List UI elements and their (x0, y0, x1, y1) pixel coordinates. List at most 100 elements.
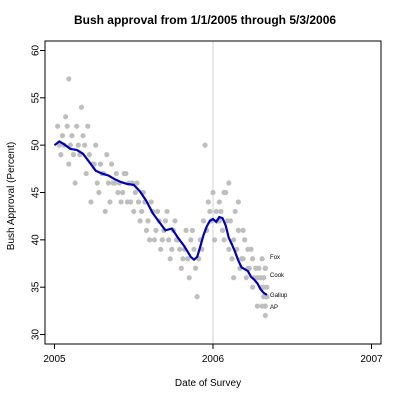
data-point (177, 246, 183, 252)
data-point (147, 237, 153, 243)
data-point (185, 256, 191, 262)
data-point (250, 256, 256, 262)
data-point (83, 170, 89, 177)
data-point (210, 189, 216, 196)
data-point (120, 189, 126, 196)
data-point (74, 123, 80, 129)
annotation-label: Gallup (270, 293, 288, 299)
data-point (259, 303, 265, 309)
data-point (118, 199, 124, 205)
data-point (67, 142, 73, 148)
data-point (66, 161, 72, 167)
data-point (240, 256, 246, 262)
data-point (191, 246, 197, 252)
data-point (261, 284, 267, 290)
data-point (227, 218, 234, 224)
y-tick-label: 45 (31, 187, 42, 199)
data-point (169, 246, 175, 252)
y-axis-label: Bush Approval (Percent) (6, 142, 17, 250)
data-point (148, 199, 154, 205)
data-point (127, 199, 134, 205)
data-point (104, 152, 110, 158)
data-point (262, 294, 268, 300)
chart-title: Bush approval from 1/1/2005 through 5/3/… (74, 13, 336, 27)
data-point (229, 256, 235, 262)
data-point (213, 208, 219, 215)
data-point (221, 237, 227, 243)
annotation-label: AP (270, 305, 278, 311)
data-point (72, 180, 78, 186)
data-point (256, 265, 262, 271)
data-point (231, 237, 237, 243)
data-point (96, 189, 102, 196)
data-point (108, 161, 115, 167)
data-point (162, 218, 169, 224)
data-point (180, 256, 186, 262)
data-point (97, 161, 104, 167)
data-point (192, 265, 199, 271)
data-point (123, 170, 129, 177)
data-point (254, 275, 260, 281)
data-point (207, 208, 213, 215)
data-point (66, 76, 72, 82)
data-point (107, 199, 113, 205)
data-point (219, 227, 226, 233)
data-point (80, 133, 86, 139)
y-tick-label: 50 (31, 139, 42, 151)
data-point (154, 208, 161, 215)
data-point (159, 237, 165, 243)
data-point (145, 218, 151, 224)
data-point (211, 237, 218, 243)
data-point (188, 237, 194, 243)
data-point (85, 123, 91, 129)
data-point (167, 256, 173, 262)
data-point (262, 265, 268, 271)
data-point (55, 123, 61, 129)
data-point (151, 237, 157, 243)
data-point (139, 208, 145, 215)
data-point (78, 104, 85, 110)
data-point (186, 275, 192, 281)
data-point (158, 246, 164, 252)
data-point (137, 218, 143, 224)
annotation-label: Fox (270, 255, 280, 261)
data-point (93, 142, 99, 148)
y-tick-label: 35 (31, 281, 42, 293)
data-point (261, 275, 267, 281)
data-point (115, 189, 121, 196)
data-point (240, 227, 246, 233)
data-point (194, 294, 200, 300)
data-point (112, 180, 118, 186)
data-point (235, 227, 241, 233)
y-tick-label: 60 (31, 44, 42, 56)
data-point (226, 180, 232, 186)
data-point (231, 275, 237, 281)
data-point (143, 227, 150, 233)
data-point (131, 208, 137, 215)
x-axis-label: Date of Survey (175, 378, 241, 389)
data-point (189, 227, 195, 233)
data-point (178, 265, 184, 271)
y-tick-label: 30 (31, 329, 42, 341)
y-tick-label: 55 (31, 92, 42, 104)
data-point (216, 199, 222, 205)
data-point (58, 152, 64, 158)
data-point (232, 208, 238, 215)
data-point (94, 180, 100, 186)
data-point (250, 284, 256, 290)
axis-ticks: 2005 2006 2007 30 35 40 45 50 55 60 (31, 44, 383, 365)
data-point (153, 227, 159, 233)
data-point (242, 237, 248, 243)
data-point (205, 199, 211, 205)
data-point (105, 180, 111, 186)
x-tick-label: 2005 (43, 354, 66, 365)
x-tick-label: 2007 (360, 354, 383, 365)
data-point (134, 180, 140, 186)
data-point (88, 199, 94, 205)
data-point (183, 227, 189, 233)
data-point (70, 152, 77, 158)
scatter-points (55, 76, 270, 319)
annotation-label: Cook (270, 273, 285, 279)
data-point (166, 237, 172, 243)
